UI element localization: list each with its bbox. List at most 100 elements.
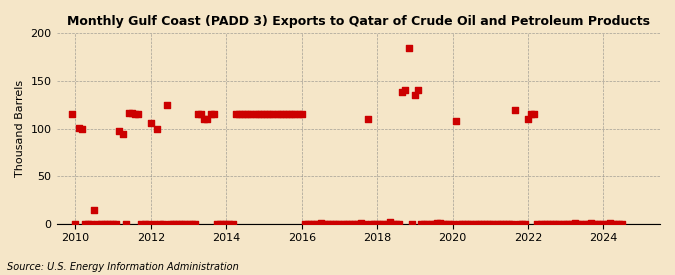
Point	[520, 222, 531, 226]
Point	[598, 222, 609, 226]
Point	[171, 222, 182, 226]
Title: Monthly Gulf Coast (PADD 3) Exports to Qatar of Crude Oil and Petroleum Products: Monthly Gulf Coast (PADD 3) Exports to Q…	[67, 15, 650, 28]
Point	[353, 222, 364, 226]
Point	[111, 222, 122, 226]
Point	[271, 112, 282, 117]
Point	[479, 222, 489, 226]
Point	[70, 222, 81, 226]
Point	[403, 45, 414, 50]
Point	[227, 222, 238, 226]
Point	[287, 112, 298, 117]
Point	[95, 222, 106, 226]
Point	[454, 222, 464, 226]
Point	[328, 222, 339, 226]
Point	[566, 222, 577, 226]
Point	[554, 222, 565, 226]
Point	[372, 222, 383, 226]
Point	[510, 107, 521, 112]
Point	[425, 222, 436, 226]
Point	[617, 222, 628, 226]
Text: Source: U.S. Energy Information Administration: Source: U.S. Energy Information Administ…	[7, 262, 238, 272]
Point	[447, 222, 458, 226]
Point	[67, 112, 78, 117]
Point	[221, 222, 232, 226]
Point	[400, 88, 411, 93]
Point	[173, 222, 184, 226]
Point	[306, 222, 317, 226]
Point	[362, 117, 373, 121]
Point	[262, 112, 273, 117]
Point	[309, 222, 320, 226]
Point	[211, 222, 222, 226]
Point	[583, 222, 593, 226]
Point	[319, 222, 329, 226]
Point	[192, 112, 203, 117]
Point	[356, 221, 367, 225]
Point	[491, 222, 502, 226]
Point	[576, 222, 587, 226]
Point	[608, 222, 618, 226]
Point	[152, 126, 163, 131]
Point	[82, 222, 93, 226]
Point	[89, 208, 100, 213]
Point	[346, 222, 357, 226]
Point	[274, 112, 285, 117]
Point	[80, 222, 90, 226]
Point	[579, 222, 590, 226]
Point	[199, 117, 210, 121]
Point	[277, 112, 288, 117]
Point	[240, 112, 250, 117]
Point	[237, 112, 248, 117]
Point	[450, 119, 461, 123]
Point	[190, 222, 200, 226]
Point	[412, 87, 423, 92]
Point	[504, 222, 514, 226]
Point	[268, 112, 279, 117]
Point	[344, 222, 354, 226]
Point	[375, 222, 385, 226]
Point	[573, 222, 584, 226]
Point	[164, 222, 175, 226]
Point	[155, 222, 165, 226]
Point	[114, 129, 125, 134]
Point	[186, 222, 197, 226]
Point	[437, 222, 448, 226]
Point	[557, 222, 568, 226]
Point	[284, 112, 294, 117]
Point	[522, 117, 533, 121]
Point	[472, 222, 483, 226]
Point	[259, 112, 269, 117]
Point	[513, 222, 524, 226]
Point	[300, 222, 310, 226]
Point	[604, 221, 615, 225]
Point	[397, 90, 408, 95]
Point	[92, 222, 103, 226]
Point	[545, 222, 556, 226]
Point	[601, 222, 612, 226]
Point	[340, 222, 351, 226]
Point	[497, 222, 508, 226]
Point	[469, 222, 480, 226]
Point	[133, 112, 144, 117]
Point	[507, 222, 518, 226]
Point	[180, 222, 191, 226]
Point	[532, 222, 543, 226]
Point	[431, 221, 442, 225]
Point	[234, 112, 244, 117]
Point	[167, 222, 178, 226]
Point	[614, 222, 624, 226]
Point	[529, 112, 540, 117]
Point	[296, 112, 307, 117]
Point	[387, 222, 398, 226]
Point	[249, 112, 260, 117]
Point	[158, 222, 169, 226]
Point	[127, 111, 138, 116]
Point	[539, 222, 549, 226]
Point	[570, 221, 580, 225]
Point	[369, 222, 379, 226]
Point	[290, 112, 301, 117]
Point	[547, 222, 558, 226]
Point	[120, 222, 131, 226]
Point	[419, 222, 430, 226]
Point	[265, 112, 275, 117]
